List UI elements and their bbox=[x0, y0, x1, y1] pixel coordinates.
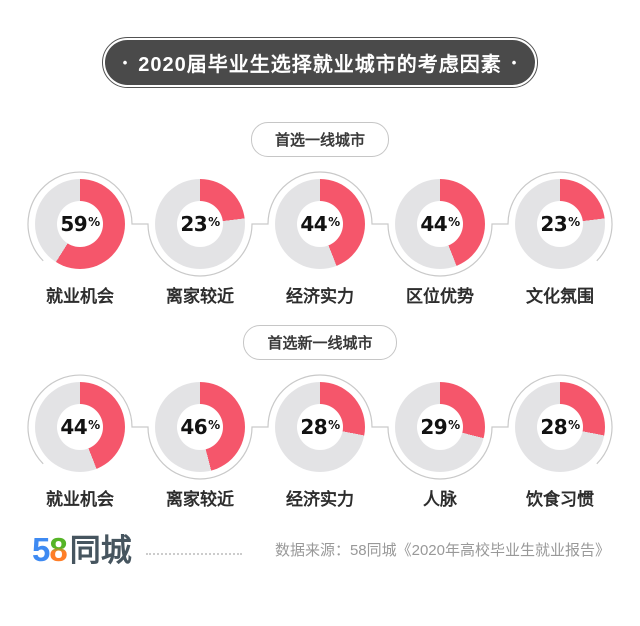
title-bullet-left-icon: • bbox=[122, 55, 129, 70]
donut-chart-cell: 44% 区位优势 bbox=[380, 179, 500, 307]
donut-percent: 28% bbox=[300, 415, 340, 439]
percent-sign: % bbox=[568, 215, 580, 229]
percent-sign: % bbox=[88, 215, 100, 229]
donut-percent: 44% bbox=[420, 212, 460, 236]
group-label-pill: 首选一线城市 bbox=[250, 122, 389, 157]
donut-percent: 23% bbox=[180, 212, 220, 236]
donut-percent: 46% bbox=[180, 415, 220, 439]
donut-hole: 23% bbox=[177, 201, 223, 247]
donut-hole: 28% bbox=[297, 404, 343, 450]
donut-hole: 44% bbox=[57, 404, 103, 450]
percent-sign: % bbox=[88, 418, 100, 432]
donut-chart-cell: 28% 饮食习惯 bbox=[500, 382, 620, 510]
chart-group-new-first-tier: 首选新一线城市 44% 就业机会 46% 离家较近 28% 经济实力 29% 人脉 28% 饮食习… bbox=[0, 325, 640, 509]
donut-chart: 59% bbox=[35, 179, 125, 269]
donut-chart-cell: 28% 经济实力 bbox=[260, 382, 380, 510]
donut-chart-cell: 44% 经济实力 bbox=[260, 179, 380, 307]
donut-percent: 29% bbox=[420, 415, 460, 439]
donut-label: 离家较近 bbox=[166, 287, 234, 306]
percent-sign: % bbox=[448, 215, 460, 229]
page-title-text: 2020届毕业生选择就业城市的考虑因素 bbox=[138, 54, 502, 76]
percent-sign: % bbox=[448, 418, 460, 432]
donut-row: 59% 就业机会 23% 离家较近 44% 经济实力 44% 区位优势 23% 文化氛围 bbox=[20, 165, 620, 306]
percent-sign: % bbox=[568, 418, 580, 432]
donut-chart: 29% bbox=[395, 382, 485, 472]
donut-chart-cell: 23% 文化氛围 bbox=[500, 179, 620, 307]
percent-sign: % bbox=[328, 215, 340, 229]
donut-chart: 28% bbox=[275, 382, 365, 472]
donut-chart-cell: 44% 就业机会 bbox=[20, 382, 140, 510]
donut-label: 离家较近 bbox=[166, 490, 234, 509]
donut-chart-cell: 23% 离家较近 bbox=[140, 179, 260, 307]
donut-chart: 23% bbox=[155, 179, 245, 269]
donut-chart: 44% bbox=[275, 179, 365, 269]
donut-hole: 44% bbox=[417, 201, 463, 247]
donut-percent: 59% bbox=[60, 212, 100, 236]
logo-5: 5 bbox=[32, 531, 50, 568]
donut-chart: 44% bbox=[35, 382, 125, 472]
donut-label: 人脉 bbox=[423, 490, 457, 509]
donut-chart-cell: 46% 离家较近 bbox=[140, 382, 260, 510]
donut-percent: 23% bbox=[540, 212, 580, 236]
group-label-pill: 首选新一线城市 bbox=[243, 325, 397, 360]
donut-label: 就业机会 bbox=[46, 490, 114, 509]
percent-sign: % bbox=[208, 418, 220, 432]
decorative-weave-line bbox=[27, 171, 613, 277]
donut-chart: 46% bbox=[155, 382, 245, 472]
logo-name: 同城 bbox=[69, 533, 132, 568]
donut-chart: 28% bbox=[515, 382, 605, 472]
donut-label: 经济实力 bbox=[286, 287, 354, 306]
decorative-weave-line bbox=[27, 374, 613, 480]
page-title: • 2020届毕业生选择就业城市的考虑因素 • bbox=[101, 37, 539, 88]
donut-chart: 23% bbox=[515, 179, 605, 269]
donut-label: 饮食习惯 bbox=[526, 490, 594, 509]
logo-8: 8 bbox=[49, 531, 67, 568]
donut-hole: 44% bbox=[297, 201, 343, 247]
donut-hole: 23% bbox=[537, 201, 583, 247]
chart-group-first-tier: 首选一线城市 59% 就业机会 23% 离家较近 44% 经济实力 44% 区位优势 23% 文化… bbox=[0, 122, 640, 306]
donut-hole: 29% bbox=[417, 404, 463, 450]
donut-percent: 28% bbox=[540, 415, 580, 439]
logo-58tongcheng: 58同城 bbox=[32, 533, 132, 566]
footer: 58同城 数据来源：58同城《2020年高校毕业生就业报告》 bbox=[32, 533, 610, 566]
donut-percent: 44% bbox=[60, 415, 100, 439]
data-source-text: 数据来源：58同城《2020年高校毕业生就业报告》 bbox=[274, 542, 610, 559]
percent-sign: % bbox=[208, 215, 220, 229]
donut-hole: 28% bbox=[537, 404, 583, 450]
donut-row: 44% 就业机会 46% 离家较近 28% 经济实力 29% 人脉 28% 饮食习惯 bbox=[20, 368, 620, 509]
donut-label: 经济实力 bbox=[286, 490, 354, 509]
percent-sign: % bbox=[328, 418, 340, 432]
donut-chart-cell: 59% 就业机会 bbox=[20, 179, 140, 307]
donut-hole: 59% bbox=[57, 201, 103, 247]
donut-label: 就业机会 bbox=[46, 287, 114, 306]
donut-label: 文化氛围 bbox=[526, 287, 594, 306]
donut-hole: 46% bbox=[177, 404, 223, 450]
donut-percent: 44% bbox=[300, 212, 340, 236]
donut-chart: 44% bbox=[395, 179, 485, 269]
title-bullet-right-icon: • bbox=[511, 55, 518, 70]
donut-label: 区位优势 bbox=[406, 287, 474, 306]
dotted-divider bbox=[145, 552, 242, 555]
donut-chart-cell: 29% 人脉 bbox=[380, 382, 500, 510]
